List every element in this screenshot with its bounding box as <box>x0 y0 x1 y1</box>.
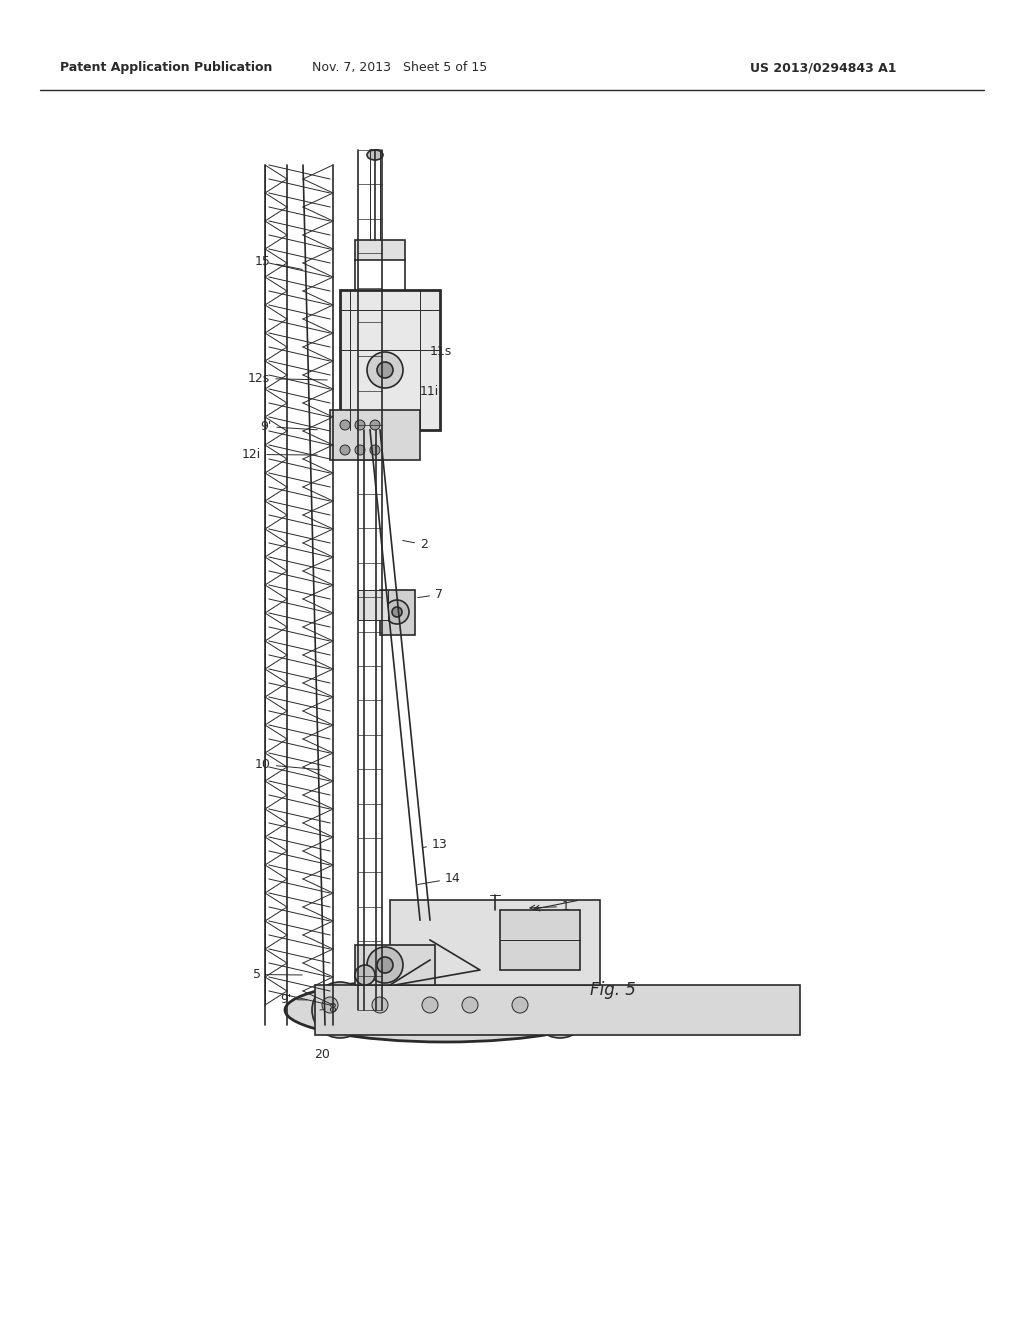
Text: 2: 2 <box>402 539 428 550</box>
Ellipse shape <box>355 965 375 985</box>
Text: 11i: 11i <box>420 385 439 399</box>
Ellipse shape <box>370 420 380 430</box>
Text: 1: 1 <box>529 900 570 913</box>
Ellipse shape <box>367 946 403 983</box>
Ellipse shape <box>512 997 528 1012</box>
Ellipse shape <box>340 445 350 455</box>
Ellipse shape <box>392 607 402 616</box>
Ellipse shape <box>370 445 380 455</box>
Bar <box>330 411 420 459</box>
Bar <box>350 990 550 1030</box>
Ellipse shape <box>385 601 409 624</box>
Bar <box>355 945 435 985</box>
Ellipse shape <box>326 997 354 1024</box>
Ellipse shape <box>377 362 393 378</box>
Ellipse shape <box>340 420 350 430</box>
Bar <box>380 590 415 635</box>
Text: 7: 7 <box>418 587 443 601</box>
Text: US 2013/0294843 A1: US 2013/0294843 A1 <box>750 62 896 74</box>
Text: 13: 13 <box>423 838 447 851</box>
Text: 10: 10 <box>255 758 321 771</box>
Text: 9': 9' <box>260 420 317 433</box>
Text: Fig. 5: Fig. 5 <box>590 981 636 999</box>
Bar <box>390 900 600 985</box>
Bar <box>355 240 406 260</box>
Text: Patent Application Publication: Patent Application Publication <box>60 62 272 74</box>
Text: 5: 5 <box>253 968 302 981</box>
Ellipse shape <box>462 997 478 1012</box>
Text: 12i: 12i <box>242 447 317 461</box>
Ellipse shape <box>367 352 403 388</box>
Text: 14: 14 <box>418 873 461 884</box>
Ellipse shape <box>355 420 365 430</box>
Ellipse shape <box>532 982 588 1038</box>
Ellipse shape <box>285 978 605 1041</box>
Ellipse shape <box>312 982 368 1038</box>
Bar <box>340 290 440 430</box>
Text: 15: 15 <box>255 255 302 269</box>
Text: 8: 8 <box>319 1002 336 1015</box>
Ellipse shape <box>322 997 338 1012</box>
Bar <box>315 985 800 1035</box>
Ellipse shape <box>546 997 574 1024</box>
Text: 9': 9' <box>280 993 307 1006</box>
Ellipse shape <box>367 150 383 160</box>
Bar <box>358 590 388 620</box>
Bar <box>500 909 580 970</box>
Text: Nov. 7, 2013   Sheet 5 of 15: Nov. 7, 2013 Sheet 5 of 15 <box>312 62 487 74</box>
Text: 11s: 11s <box>430 345 453 358</box>
Ellipse shape <box>372 997 388 1012</box>
Ellipse shape <box>377 957 393 973</box>
Text: 12s: 12s <box>248 372 328 385</box>
Ellipse shape <box>355 445 365 455</box>
Text: 20: 20 <box>314 1048 330 1061</box>
Ellipse shape <box>422 997 438 1012</box>
